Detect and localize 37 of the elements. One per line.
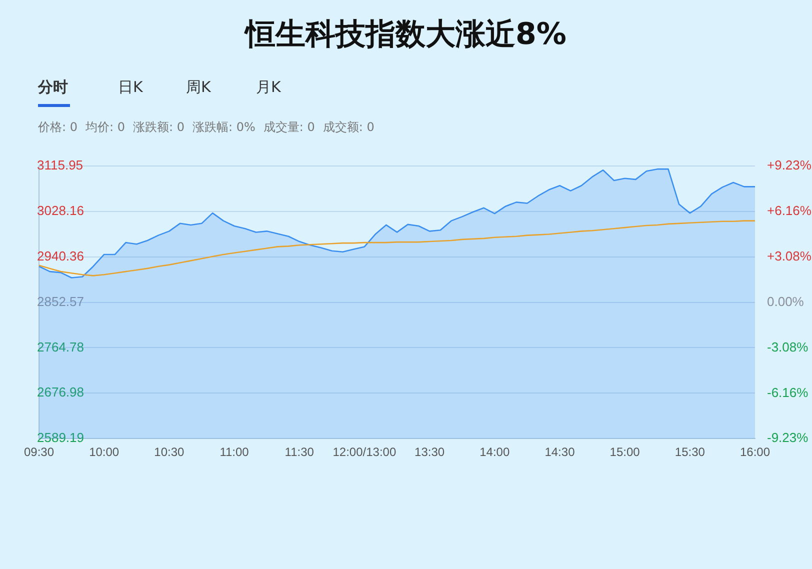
x-tick-label: 15:00 — [610, 445, 640, 460]
x-tick-label: 13:30 — [414, 445, 445, 460]
text: 分时 — [38, 78, 68, 97]
y-tick-label: 2940.36 — [37, 248, 84, 264]
y-tick-label: 2589.19 — [37, 430, 84, 446]
text: 涨跌额: 0 — [133, 120, 184, 134]
y2-tick-label: +6.16% — [767, 202, 812, 218]
y2-tick-label: +3.08% — [767, 248, 812, 264]
text: 日K — [118, 78, 143, 97]
y2-tick-label: -6.16% — [767, 384, 809, 400]
x-tick-label: 11:30 — [284, 445, 314, 460]
x-tick-label: 16:00 — [740, 445, 770, 460]
text: 成交量: 0 — [263, 120, 315, 134]
y2-tick-label: -3.08% — [767, 339, 809, 354]
chart-title: 恒生科技指数大涨近8% — [243, 16, 568, 54]
x-tick-label: 14:00 — [480, 445, 510, 460]
y-tick-label: 2676.98 — [37, 384, 84, 400]
y2-tick-label: +9.23% — [767, 158, 812, 173]
y-tick-label: 3028.16 — [37, 203, 84, 218]
x-tick-label: 12:00/13:00 — [332, 445, 396, 460]
x-tick-label: 10:00 — [89, 445, 120, 460]
x-tick-label: 15:30 — [674, 445, 706, 460]
y2-tick-label: -9.23% — [767, 430, 809, 446]
text: 涨跌幅: 0% — [192, 120, 256, 134]
y-tick-label: 2852.57 — [37, 294, 84, 309]
text: 周K — [186, 78, 211, 97]
text: 均价: 0 — [86, 120, 125, 134]
x-tick-label: 14:30 — [544, 445, 576, 460]
x-tick-label: 09:30 — [24, 445, 54, 460]
x-tick-label: 11:00 — [220, 445, 250, 460]
y-tick-label: 2764.78 — [37, 339, 84, 354]
text: 成交额: 0 — [322, 120, 374, 134]
x-tick-label: 10:30 — [154, 445, 185, 460]
y-tick-label: 3115.95 — [37, 158, 84, 173]
text: 价格: 0 — [38, 120, 78, 134]
y2-tick-label: 0.00% — [767, 294, 804, 309]
text: 月K — [256, 78, 281, 97]
